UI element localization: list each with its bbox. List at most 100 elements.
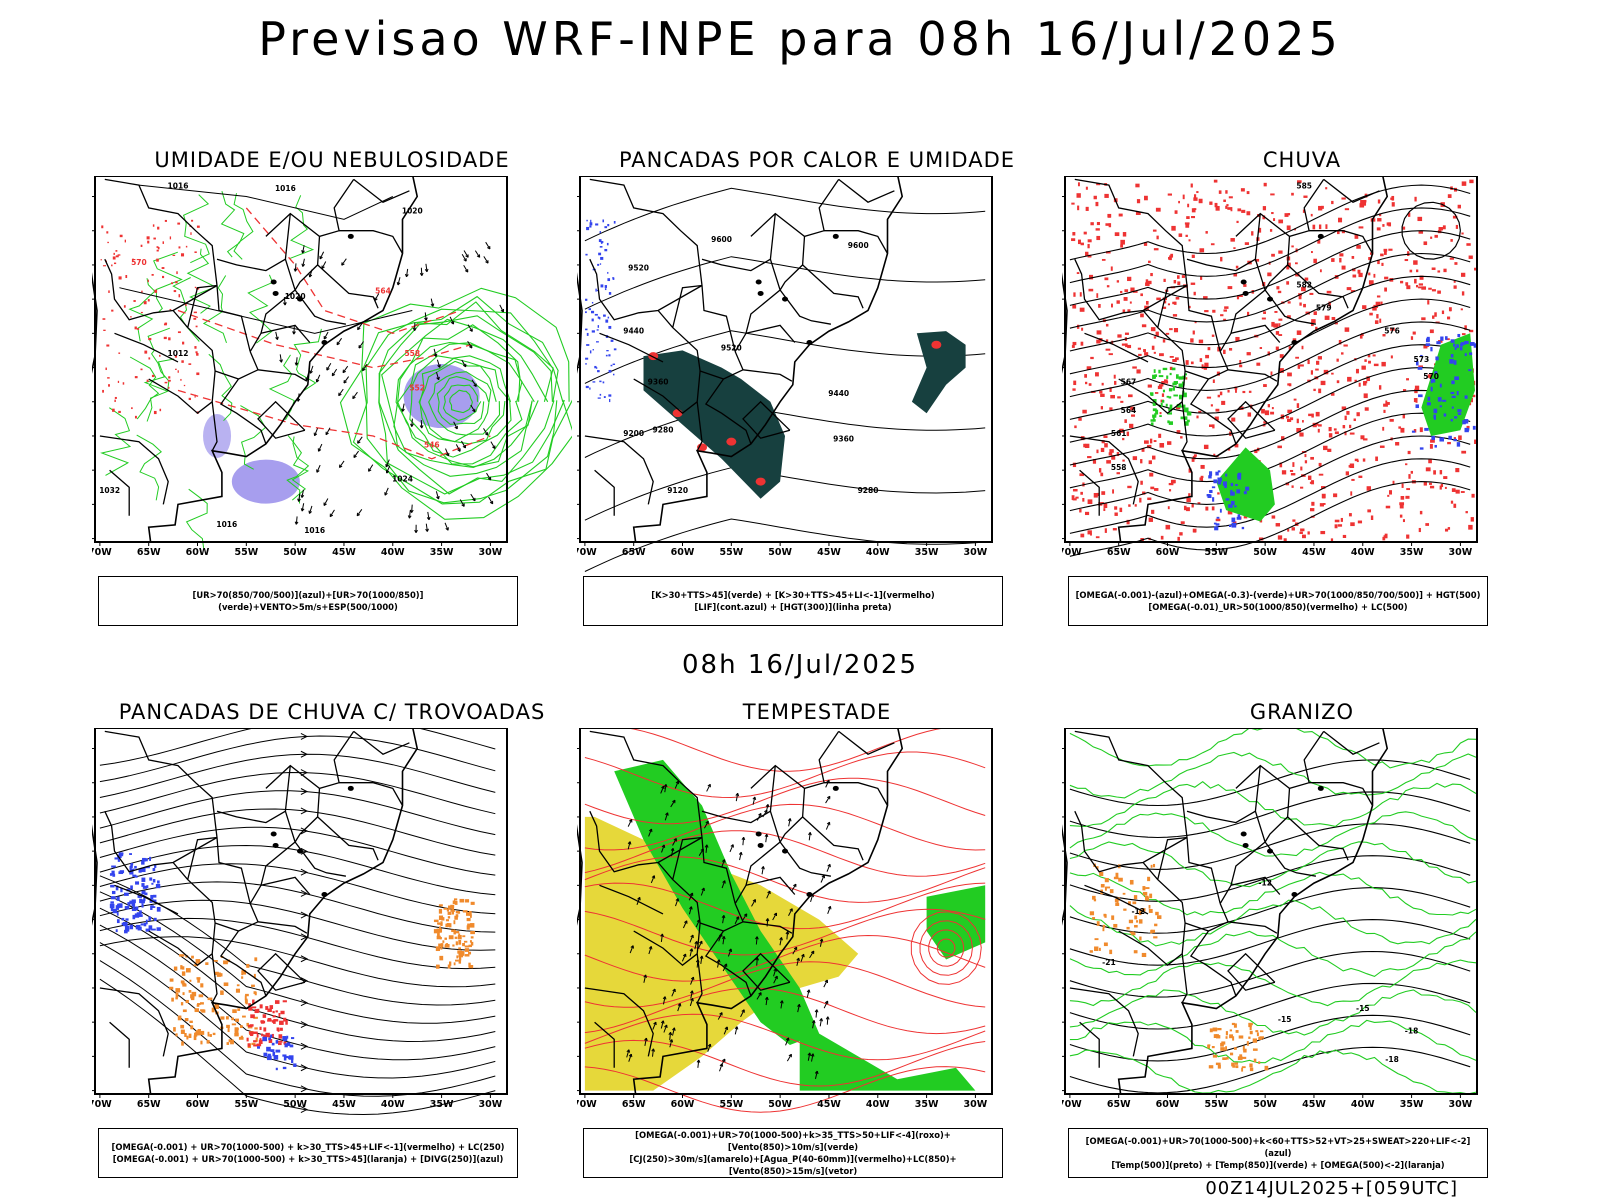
thickness-contour-fragment [163, 323, 167, 326]
contour-label: 9600 [711, 235, 732, 244]
omega-500-orange [1259, 1036, 1264, 1039]
wind-vector [339, 460, 345, 468]
wind-vector [295, 357, 298, 366]
precip-area-red [1105, 348, 1111, 351]
precip-area-red [1469, 179, 1474, 184]
humidity-green-contour [233, 193, 254, 260]
plot-frame [1064, 175, 1478, 543]
legend-box: [OMEGA(-0.001)-(azul)+OMEGA(-0.3)-(verde… [1068, 576, 1488, 626]
wind-vector [472, 497, 476, 502]
wind-vector [728, 948, 733, 952]
precip-area-red [1128, 394, 1133, 398]
precip-area-red [1106, 460, 1111, 464]
thunderstorm-orange [468, 951, 472, 955]
divergence-blue [149, 877, 153, 881]
precip-area-red [1136, 369, 1141, 374]
precip-area-red [1085, 381, 1088, 385]
precip-area-red [1148, 517, 1153, 522]
state-border [1074, 178, 1221, 352]
thickness-contour-fragment [159, 354, 161, 357]
precip-area-red [1278, 219, 1284, 224]
precip-area-red [1073, 292, 1076, 297]
wind-vector [467, 341, 473, 349]
precip-area-red [1286, 281, 1290, 285]
lon-tick-label: 30W [479, 1099, 503, 1110]
precip-area-red [1191, 254, 1195, 258]
omega-500-orange [1231, 1062, 1235, 1067]
precip-area-red [1259, 347, 1263, 349]
wind-vector [385, 463, 389, 468]
wind-vector [356, 512, 361, 517]
omega-green-area [1155, 409, 1159, 415]
state-border [1235, 179, 1325, 238]
precip-area-red [1098, 468, 1102, 473]
precip-area-red [1212, 309, 1216, 313]
state-border [745, 324, 796, 343]
thunderstorm-red [283, 1017, 287, 1022]
thunderstorm-orange [447, 916, 451, 919]
wind-vector [384, 492, 388, 496]
precip-area-red [1101, 491, 1106, 495]
humidity-green-contour [339, 287, 575, 520]
reservoir-mark [321, 339, 328, 345]
wind-vector [810, 950, 815, 955]
streamline-arrow [300, 1021, 309, 1029]
omega-blue-area [1234, 505, 1237, 508]
precip-area-red [1414, 278, 1417, 284]
precip-area-red [1079, 292, 1082, 297]
precip-area-red [1319, 269, 1322, 273]
omega-500-orange [1258, 1061, 1261, 1065]
precip-area-red [1470, 517, 1474, 522]
divergence-blue [139, 898, 142, 904]
omega-blue-area [1464, 340, 1469, 345]
omega-green-area [1179, 395, 1182, 399]
precip-area-red [1147, 384, 1152, 388]
thunderstorm-orange [454, 931, 460, 934]
wind-vector [362, 367, 366, 372]
divergence-blue [157, 880, 160, 884]
wind-vector [742, 837, 745, 846]
precip-area-red [1190, 361, 1194, 365]
wind-vector [461, 503, 465, 507]
wind-vector [401, 408, 405, 412]
precip-area-red [1130, 287, 1135, 292]
state-border [1069, 987, 1139, 1057]
thunderstorm-red [279, 1020, 284, 1025]
wind-vector [492, 445, 496, 449]
contour-label: 1016 [275, 184, 296, 193]
precip-area-red [1084, 511, 1090, 516]
state-border [802, 264, 864, 309]
wind-vector [780, 1000, 783, 1009]
omega-blue-area [1456, 391, 1459, 396]
precip-area-red [1451, 488, 1456, 492]
divergence-blue [257, 1046, 261, 1049]
precip-area-red [1120, 290, 1123, 294]
omega-blue-area [1445, 336, 1448, 340]
state-border [109, 1021, 130, 1068]
precip-area-red [1354, 379, 1357, 382]
omega-500-orange [1243, 1048, 1247, 1053]
precip-area-red [1226, 204, 1229, 207]
omega-500-orange [1109, 949, 1113, 955]
thickness-contour-fragment [144, 350, 148, 354]
lon-tick-label: 40W [1351, 1099, 1375, 1110]
contour-label: 558 [404, 349, 420, 358]
precip-area-red [1186, 216, 1190, 220]
precip-area-red [1276, 286, 1280, 290]
precip-area-red [1163, 278, 1166, 282]
thickness-contour-fragment [151, 273, 154, 276]
thunderstorm-red [257, 1008, 260, 1013]
omega-blue-area [1411, 430, 1416, 433]
precip-area-red [1077, 182, 1080, 187]
omega-500-orange [1102, 927, 1105, 932]
precip-area-red [1357, 269, 1361, 274]
state-border [1230, 324, 1281, 343]
precip-area-red [1135, 183, 1140, 188]
precip-area-red [1428, 287, 1432, 290]
state-border [1186, 213, 1261, 272]
height-contour [584, 518, 986, 572]
omega-green-area [1169, 372, 1172, 376]
contour-label: 1016 [168, 182, 189, 191]
divergence-blue [135, 925, 139, 930]
wind-vector [433, 348, 437, 357]
